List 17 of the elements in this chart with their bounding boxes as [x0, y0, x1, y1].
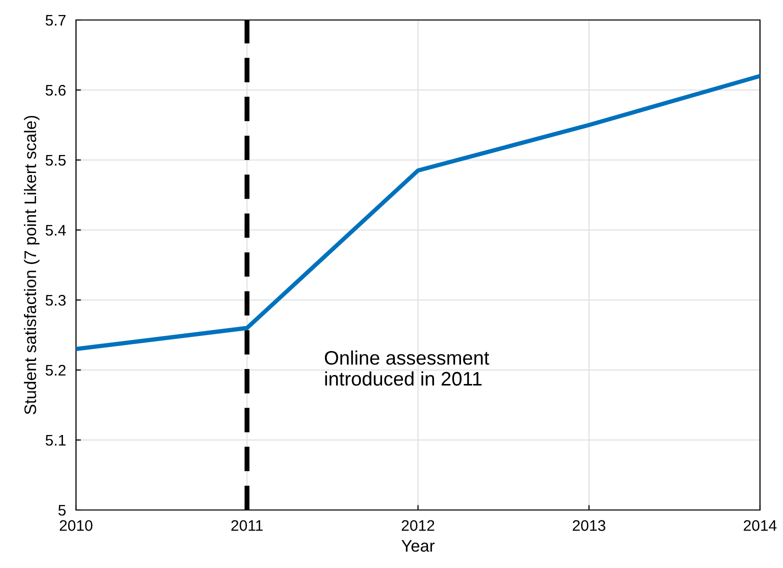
x-tick-label: 2010 — [60, 520, 92, 531]
annotation: Online assessment introduced in 2011 — [324, 350, 490, 386]
y-tick-label: 5.1 — [46, 435, 66, 446]
y-tick-label: 5.4 — [46, 225, 66, 236]
x-tick-label: 2013 — [572, 520, 606, 531]
line-series — [76, 74, 760, 352]
x-tick-label: 2011 — [231, 520, 263, 531]
y-tick-label: 5.5 — [46, 155, 66, 166]
x-tick-label: 2012 — [402, 520, 434, 531]
x-axis-title: Year — [402, 540, 435, 552]
y-axis-title: Student satisfaction (7 point Likert scale) — [24, 116, 40, 414]
y-tick-label: 5.2 — [46, 364, 66, 376]
x-tick-label: 2014 — [744, 520, 777, 531]
y-tick-label: 5.3 — [46, 294, 66, 306]
y-tick-label: 5.7 — [46, 15, 66, 26]
y-tick-label: 5.6 — [46, 84, 66, 96]
y-tick-label: 5 — [58, 505, 66, 516]
